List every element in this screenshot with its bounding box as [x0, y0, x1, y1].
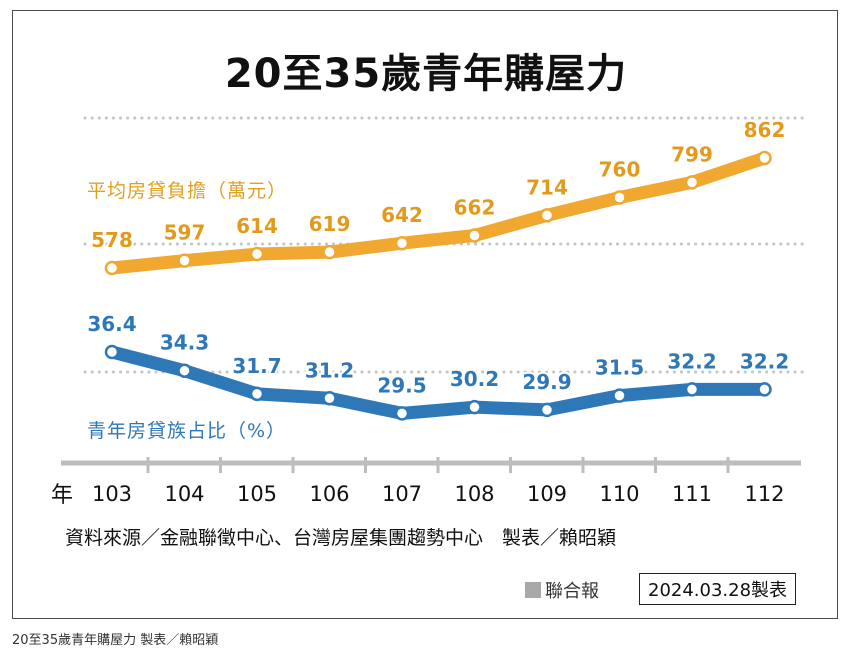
data-label-ratio-105: 31.7	[232, 354, 281, 378]
data-point-ratio-106	[322, 391, 337, 406]
x-tick-label-106: 106	[309, 482, 349, 506]
data-point-ratio-104	[177, 363, 192, 378]
data-label-ratio-109: 29.9	[522, 370, 571, 394]
data-point-ratio-108	[467, 399, 482, 415]
data-label-loan-106: 619	[309, 212, 351, 236]
data-point-loan-110	[612, 190, 627, 205]
data-label-ratio-103: 36.4	[87, 312, 136, 336]
chart-frame: 20至35歲青年購屋力 年 103 104 105 106 107 108 109 110 111…	[12, 10, 838, 619]
data-point-loan-103	[104, 260, 120, 276]
data-label-loan-112: 862	[744, 118, 786, 142]
data-point-loan-108	[467, 228, 482, 243]
data-point-ratio-105	[249, 386, 265, 402]
data-label-ratio-104: 34.3	[160, 331, 209, 355]
data-point-loan-106	[322, 244, 337, 260]
series-ratio: 36.4 34.3 31.7 31.2 29.5 30.2 29.9 31.5 32.2 32.2	[85, 310, 791, 421]
data-label-loan-107: 642	[381, 203, 423, 227]
data-point-loan-104	[177, 253, 192, 268]
data-point-loan-112	[757, 150, 772, 166]
data-label-loan-111: 799	[671, 142, 713, 166]
date-stamp: 2024.03.28製表	[639, 573, 797, 605]
data-label-loan-108: 662	[454, 195, 496, 219]
data-label-loan-104: 597	[164, 221, 206, 245]
x-tick-label-110: 110	[599, 482, 639, 506]
publisher-name: 聯合報	[545, 581, 599, 602]
data-label-loan-109: 714	[526, 175, 568, 199]
data-label-ratio-111: 32.2	[667, 349, 716, 373]
chart-title: 20至35歲青年購屋力	[224, 51, 628, 97]
data-point-loan-107	[394, 235, 410, 251]
x-tick-label-107: 107	[382, 482, 422, 506]
image-caption: 20至35歲青年購屋力 製表／賴昭穎	[12, 633, 219, 648]
series-label-loan: 平均房貸負擔（萬元）	[87, 180, 288, 202]
data-label-ratio-108: 30.2	[450, 367, 499, 391]
data-point-loan-111	[684, 175, 700, 190]
series-line-loan	[105, 151, 771, 275]
data-label-ratio-107: 29.5	[377, 373, 426, 397]
series-loan: 578 597 614 619 642 662 714 760 799 862	[89, 116, 787, 276]
data-label-ratio-112: 32.2	[740, 349, 789, 373]
data-label-loan-103: 578	[91, 228, 133, 252]
data-label-loan-110: 760	[599, 158, 641, 182]
x-tick-label-112: 112	[744, 482, 784, 506]
source-note: 資料來源／金融聯徵中心、台灣房屋集團趨勢中心 製表／賴昭穎	[65, 527, 617, 549]
data-point-ratio-112	[757, 382, 772, 397]
data-point-ratio-103	[104, 344, 120, 360]
x-axis-label: 年	[51, 483, 73, 508]
x-tick-label-111: 111	[672, 482, 712, 506]
series-line-ratio	[105, 345, 771, 420]
data-point-ratio-110	[612, 388, 627, 403]
data-point-loan-105	[249, 246, 265, 262]
data-point-ratio-107	[394, 406, 410, 421]
data-point-ratio-111	[684, 382, 700, 397]
data-point-ratio-109	[539, 402, 555, 418]
x-tick-label-109: 109	[527, 482, 567, 506]
publisher-label: 聯合報	[525, 577, 599, 603]
series-label-ratio: 青年房貸族占比（%）	[87, 420, 287, 442]
x-tick-label-103: 103	[92, 482, 132, 506]
data-label-loan-105: 614	[236, 214, 278, 238]
publisher-square-icon	[525, 582, 541, 598]
x-tick-label-108: 108	[454, 482, 494, 506]
x-tick-label-104: 104	[164, 482, 204, 506]
data-label-ratio-110: 31.5	[595, 356, 644, 380]
data-label-ratio-106: 31.2	[305, 358, 354, 382]
line-chart: 年 103 104 105 106 107 108 109 110 111 112 578 597 614…	[51, 116, 807, 508]
data-point-loan-109	[539, 208, 555, 223]
x-tick-label-105: 105	[237, 482, 277, 506]
